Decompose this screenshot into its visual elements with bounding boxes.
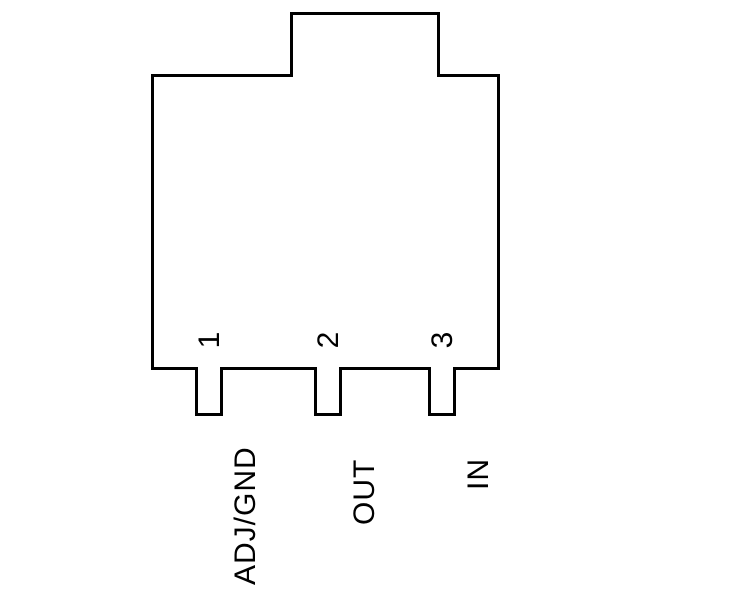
pinout-diagram: 1 ADJ/GND 2 OUT 3 IN	[0, 0, 734, 600]
package-tab	[290, 12, 440, 74]
pin-label-2: OUT	[348, 459, 382, 525]
tab-body-joint	[293, 74, 437, 77]
pin-number-1: 1	[190, 320, 230, 360]
pin-label-3: IN	[462, 458, 496, 490]
pin-2	[314, 370, 342, 416]
pin-1	[195, 370, 223, 416]
pin-joint-2	[317, 367, 339, 370]
pin-label-1: ADJ/GND	[229, 446, 263, 585]
pin-joint-1	[198, 367, 220, 370]
pin-joint-3	[431, 367, 453, 370]
pin-3	[428, 370, 456, 416]
pin-number-3: 3	[423, 320, 463, 360]
pin-number-2: 2	[309, 320, 349, 360]
